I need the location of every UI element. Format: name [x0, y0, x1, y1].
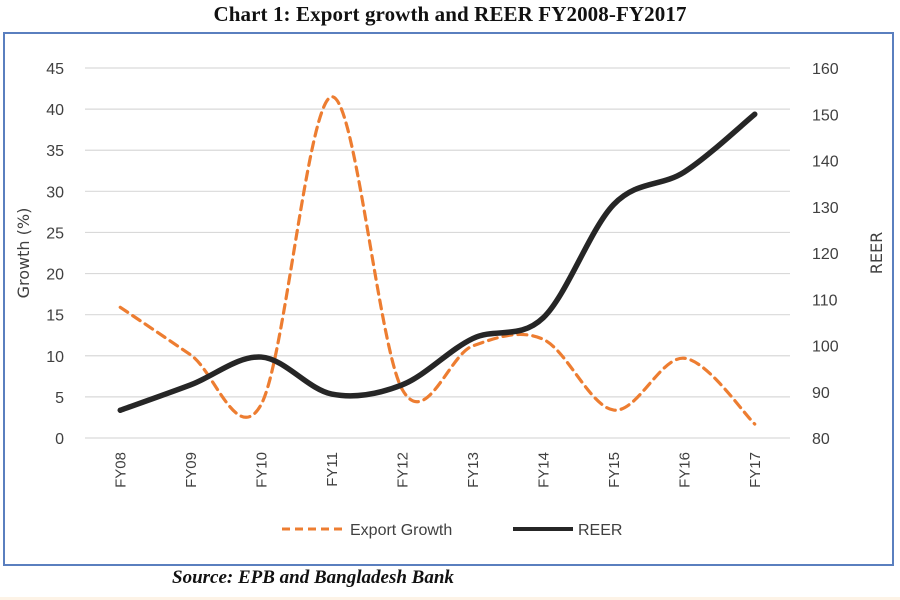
- left-axis-title: Growth (%): [14, 208, 33, 299]
- y-tick-label: 35: [46, 143, 64, 160]
- y2-tick-label: 160: [812, 61, 839, 78]
- y-tick-label: 45: [46, 61, 64, 78]
- source-note: Source: EPB and Bangladesh Bank: [172, 567, 454, 588]
- right-axis-ticks: 80 90 100 110 120 130 140 150 160: [812, 61, 839, 448]
- x-tick-label: FY12: [394, 452, 411, 488]
- x-tick-label: FY15: [606, 452, 623, 488]
- legend: Export Growth REER: [282, 522, 622, 539]
- x-tick-label: FY13: [465, 452, 482, 488]
- y2-tick-label: 120: [812, 246, 839, 263]
- x-tick-label: FY16: [676, 452, 693, 488]
- x-tick-label: FY11: [324, 452, 341, 487]
- chart-title: Chart 1: Export growth and REER FY2008-F…: [213, 2, 687, 26]
- left-axis-ticks: 0 5 10 15 20 25 30 35 40 45: [46, 61, 64, 448]
- y2-tick-label: 130: [812, 200, 839, 217]
- y2-tick-label: 100: [812, 339, 839, 356]
- x-axis-ticks: FY08 FY09 FY10 FY11 FY12 FY13 FY14 FY15 FY16 FY17: [112, 452, 764, 488]
- series-line-reer: [117, 111, 758, 413]
- x-tick-label: FY17: [747, 452, 764, 488]
- y2-tick-label: 80: [812, 431, 830, 448]
- legend-label-export-growth: Export Growth: [350, 522, 452, 539]
- x-tick-label: FY14: [535, 452, 552, 488]
- y2-tick-label: 140: [812, 154, 839, 171]
- y-tick-label: 0: [55, 431, 64, 448]
- y2-tick-label: 90: [812, 385, 830, 402]
- y-tick-label: 5: [55, 390, 64, 407]
- y2-tick-label: 110: [812, 292, 838, 309]
- legend-label-reer: REER: [578, 522, 622, 539]
- gridlines: [85, 67, 790, 439]
- y-tick-label: 25: [46, 225, 64, 242]
- y-tick-label: 15: [46, 308, 64, 325]
- series-lines: [117, 95, 758, 426]
- y-tick-label: 10: [46, 349, 64, 366]
- y2-tick-label: 150: [812, 107, 839, 124]
- y-tick-label: 40: [46, 102, 64, 119]
- x-tick-label: FY09: [183, 452, 200, 488]
- right-axis-title: REER: [867, 232, 886, 274]
- y-tick-label: 20: [46, 267, 64, 284]
- x-tick-label: FY08: [112, 452, 129, 488]
- y-tick-label: 30: [46, 184, 64, 201]
- x-tick-label: FY10: [253, 452, 270, 488]
- series-line-export-growth: [118, 95, 757, 426]
- bottom-strip: [0, 597, 900, 600]
